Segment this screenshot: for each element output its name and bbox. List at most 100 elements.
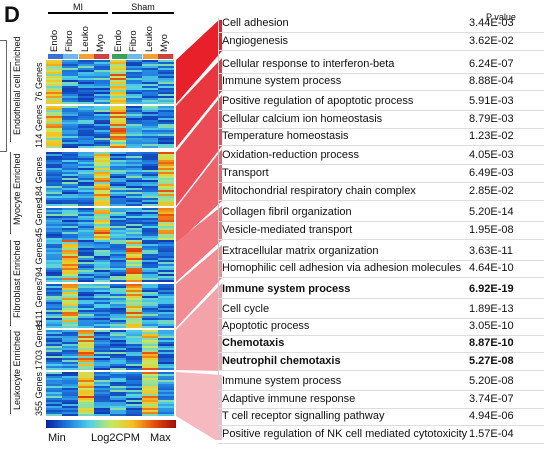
myocyte-enriched-label: Myocyte Enriched xyxy=(12,153,22,225)
pvalue-22: 1.57E-04 xyxy=(469,428,514,440)
term-separator-20 xyxy=(218,408,544,409)
term-separator-16 xyxy=(218,335,544,336)
go-term-13: Homophilic cell adhesion via adhesion mo… xyxy=(222,262,462,274)
column-label-3: Myo xyxy=(95,34,106,52)
term-separator-5 xyxy=(218,128,544,129)
wedge-2 xyxy=(176,95,222,206)
pvalue-20: 3.74E-07 xyxy=(469,393,514,405)
pvalue-0: 3.44E-03 xyxy=(469,17,514,29)
go-term-10: Collagen fibril organization xyxy=(222,206,352,218)
column-label-0: Endo xyxy=(49,29,60,52)
panel-letter: D xyxy=(4,2,20,27)
term-separator-22 xyxy=(218,443,544,444)
cluster-label-0: 76 Genes xyxy=(34,62,44,102)
go-term-15: Cell cycle xyxy=(222,303,270,315)
legend-max: Max xyxy=(150,432,171,444)
pvalue-12: 3.63E-11 xyxy=(469,245,513,257)
column-color-2 xyxy=(79,54,94,59)
column-color-4 xyxy=(112,54,127,59)
wedge-0 xyxy=(176,20,222,104)
wedge-6 xyxy=(176,283,222,371)
pvalue-11: 1.95E-08 xyxy=(469,224,514,236)
term-separator-7 xyxy=(218,164,544,165)
go-term-21: T cell receptor signalling pathway xyxy=(222,410,385,422)
column-color-7 xyxy=(158,54,173,59)
column-color-3 xyxy=(94,54,109,59)
cluster-label-4: 794 Genes xyxy=(34,237,44,282)
column-label-1: Fibro xyxy=(64,30,75,52)
pvalue-4: 5.91E-03 xyxy=(469,95,514,107)
term-separator-21 xyxy=(218,425,544,426)
column-label-4: Endo xyxy=(113,29,124,52)
term-separator-13 xyxy=(218,277,544,278)
pvalue-14: 6.92E-19 xyxy=(469,283,514,295)
go-term-3: Immune system process xyxy=(222,75,342,87)
pvalue-2: 6.24E-07 xyxy=(469,58,514,70)
left-edge-bracket xyxy=(0,40,7,152)
go-term-14: Immune system process xyxy=(222,283,351,295)
pvalue-10: 5.20E-14 xyxy=(469,206,514,218)
term-separator-14 xyxy=(218,298,544,299)
go-term-16: Apoptotic process xyxy=(222,320,310,332)
term-separator-10 xyxy=(218,221,544,222)
cluster-label-1: 114 Genes xyxy=(34,104,44,148)
cluster-label-7: 355 Genes xyxy=(34,371,44,416)
column-label-7: Myo xyxy=(159,34,170,52)
go-term-12: Extracellular matrix organization xyxy=(222,245,379,257)
go-term-18: Neutrophil chemotaxis xyxy=(222,355,341,367)
term-separator-17 xyxy=(218,352,544,353)
myocyte-bracket xyxy=(10,152,11,234)
go-term-5: Cellular calcium ion homeostasis xyxy=(222,113,383,125)
term-separator-1 xyxy=(218,50,544,51)
term-separator-0 xyxy=(218,32,544,33)
sham-group-bar xyxy=(112,12,174,14)
column-label-2: Leuko xyxy=(80,26,91,52)
term-separator-4 xyxy=(218,110,544,111)
term-separator-19 xyxy=(218,390,544,391)
cluster-label-6: 1703 Genes xyxy=(34,320,44,370)
column-color-6 xyxy=(143,54,158,59)
term-separator-11 xyxy=(218,239,544,240)
leukocyte-enriched-label: Leukocyte Enriched xyxy=(12,330,22,410)
column-color-1 xyxy=(63,54,78,59)
pvalue-3: 8.88E-04 xyxy=(469,75,514,87)
term-separator-8 xyxy=(218,182,544,183)
go-term-19: Immune system process xyxy=(222,375,342,387)
pvalue-16: 3.05E-10 xyxy=(469,320,514,332)
term-separator-15 xyxy=(218,318,544,319)
fibroblast-enriched-label: Fibroblast Enriched xyxy=(12,240,22,318)
wedge-4 xyxy=(176,206,222,282)
term-separator-18 xyxy=(218,370,544,371)
column-color-5 xyxy=(127,54,142,59)
sham-group-label: Sham xyxy=(131,2,155,12)
cluster-label-3: 45 Genes xyxy=(34,198,44,238)
legend-mid: Log2CPM xyxy=(91,432,140,444)
mi-group-bar xyxy=(48,12,108,14)
go-term-0: Cell adhesion xyxy=(222,17,289,29)
term-separator-6 xyxy=(218,145,544,146)
pvalue-13: 4.64E-10 xyxy=(469,262,514,274)
wedge-5 xyxy=(176,245,222,328)
go-term-22: Positive regulation of NK cell mediated … xyxy=(222,428,468,440)
column-label-6: Leuko xyxy=(144,26,155,52)
pvalue-1: 3.62E-02 xyxy=(469,35,514,47)
go-term-4: Positive regulation of apoptotic process xyxy=(222,95,414,107)
term-separator-2 xyxy=(218,73,544,74)
fibroblast-bracket xyxy=(10,240,11,326)
pvalue-8: 6.49E-03 xyxy=(469,167,514,179)
go-term-11: Vesicle-mediated transport xyxy=(222,224,353,236)
heatmap xyxy=(46,60,176,416)
go-term-8: Transport xyxy=(222,167,269,179)
pvalue-header: P value xyxy=(486,12,516,22)
endothelial-bracket xyxy=(10,62,11,142)
cluster-label-2: 184 Genes xyxy=(34,156,44,202)
go-term-1: Angiogenesis xyxy=(222,35,289,47)
mi-group-label: MI xyxy=(73,2,83,12)
go-term-9: Mitochondrial respiratory chain complex xyxy=(222,185,416,197)
go-term-17: Chemotaxis xyxy=(222,337,285,349)
pvalue-18: 5.27E-08 xyxy=(469,355,514,367)
pvalue-21: 4.94E-06 xyxy=(469,410,514,422)
pvalue-5: 8.79E-03 xyxy=(469,113,514,125)
endothelial-enriched-label: Endothelial cell Enriched xyxy=(12,36,22,135)
column-color-0 xyxy=(48,54,63,59)
